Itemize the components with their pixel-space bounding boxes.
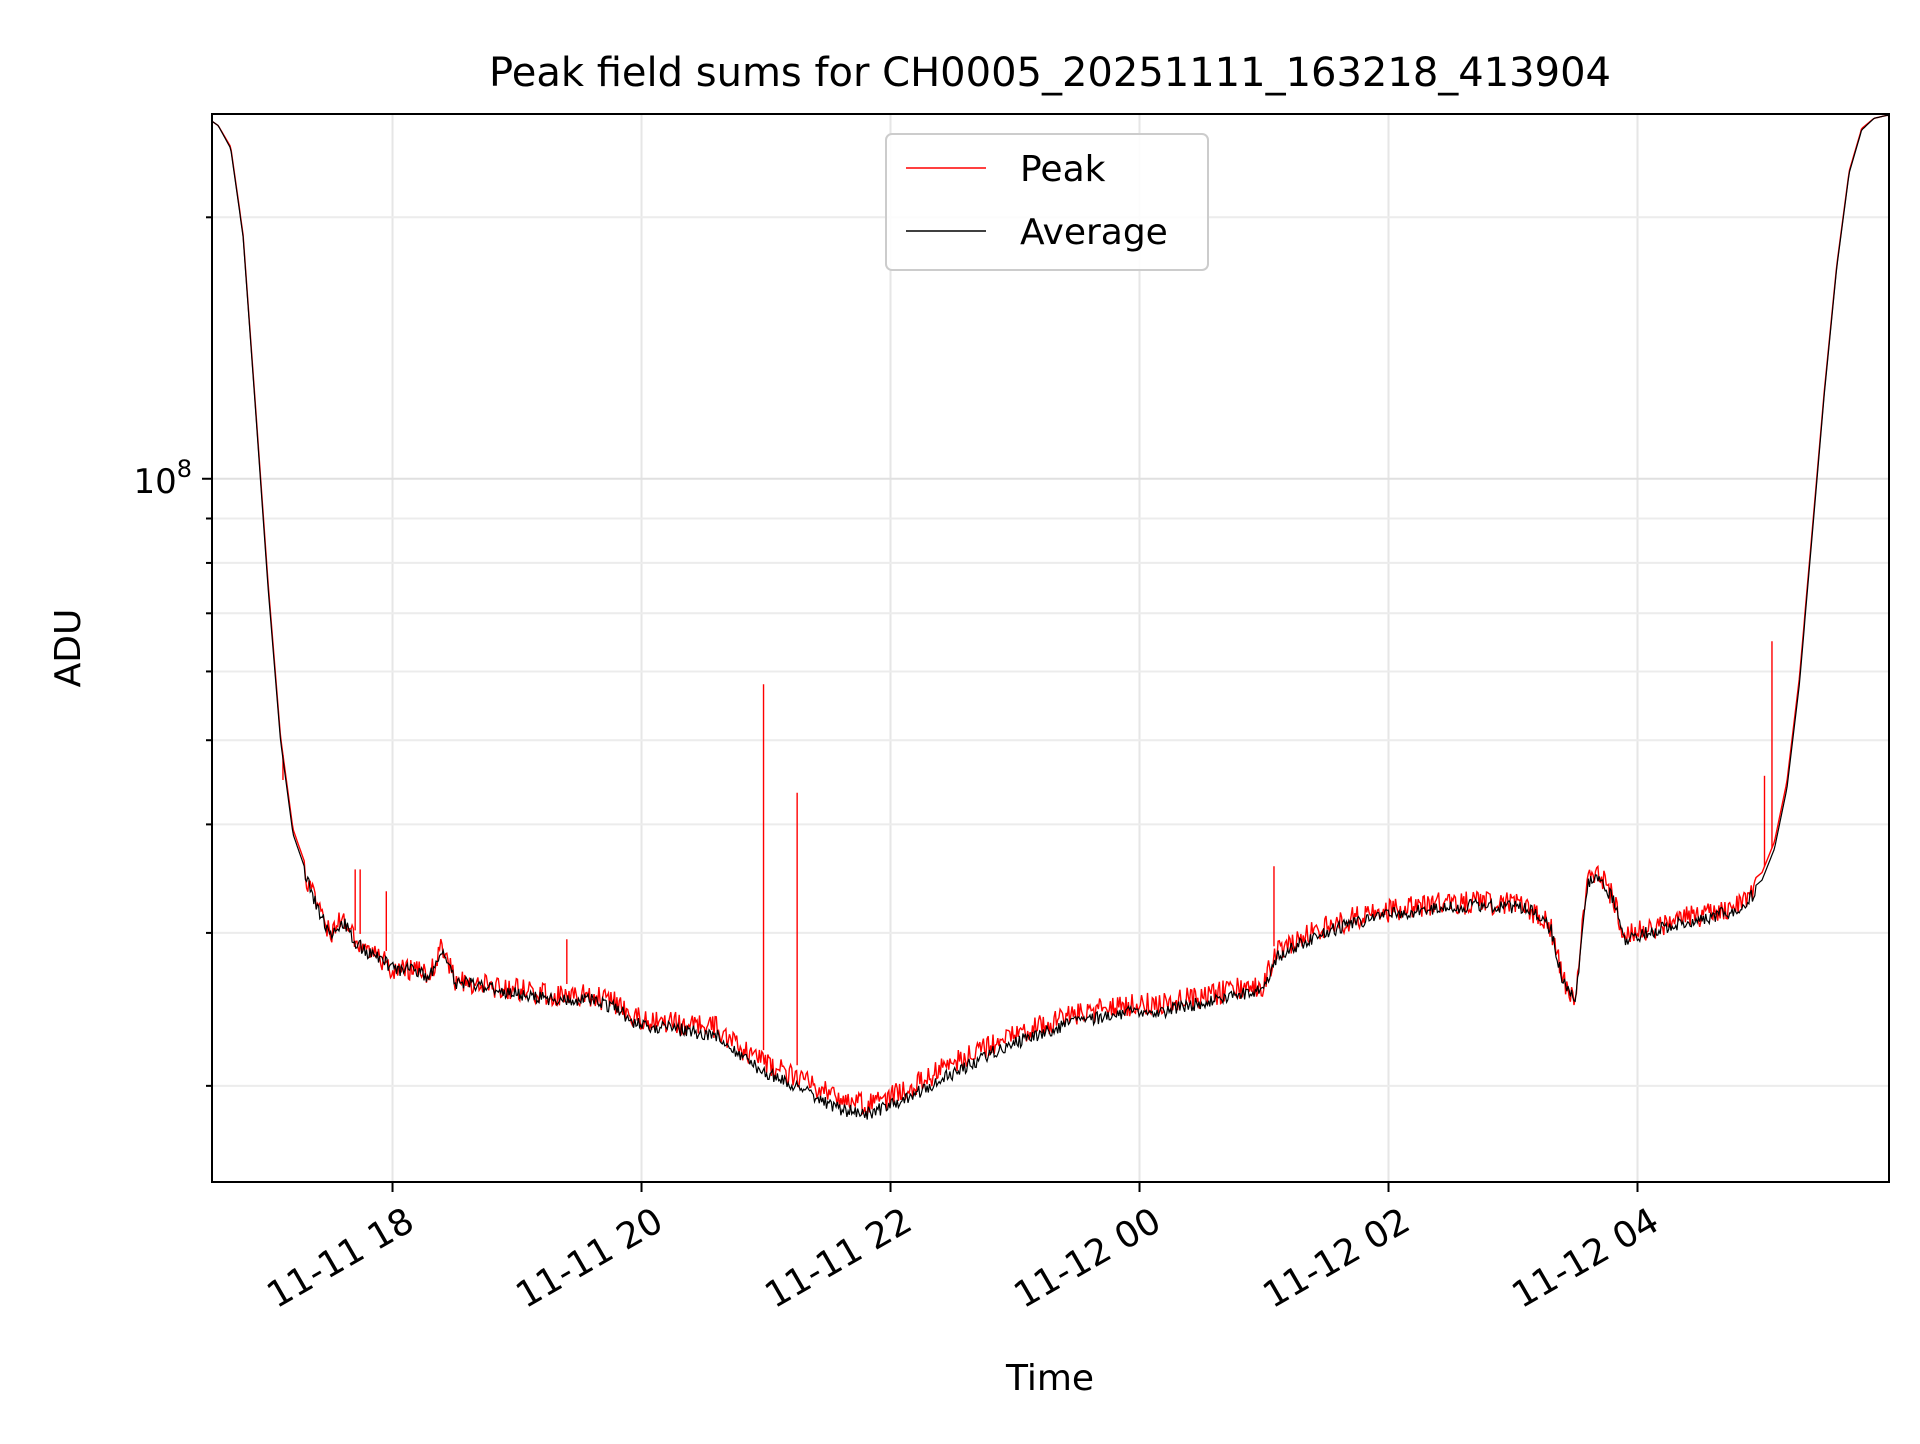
y-tick-label: 108 xyxy=(133,455,192,502)
grid-lines xyxy=(212,114,1889,1182)
legend-peak-label: Peak xyxy=(1020,149,1106,190)
y-axis-label: ADU xyxy=(48,609,89,688)
plot-frame xyxy=(211,113,1890,1183)
chart-title: Peak field sums for CH0005_20251111_1632… xyxy=(489,50,1611,96)
legend: Peak Average xyxy=(885,133,1209,271)
legend-average-label: Average xyxy=(1020,212,1168,253)
plot-series xyxy=(212,114,1889,1120)
average-series-line xyxy=(212,114,1889,1120)
plot-clip-group xyxy=(212,114,1889,1120)
x-axis-label: Time xyxy=(1005,1358,1094,1399)
